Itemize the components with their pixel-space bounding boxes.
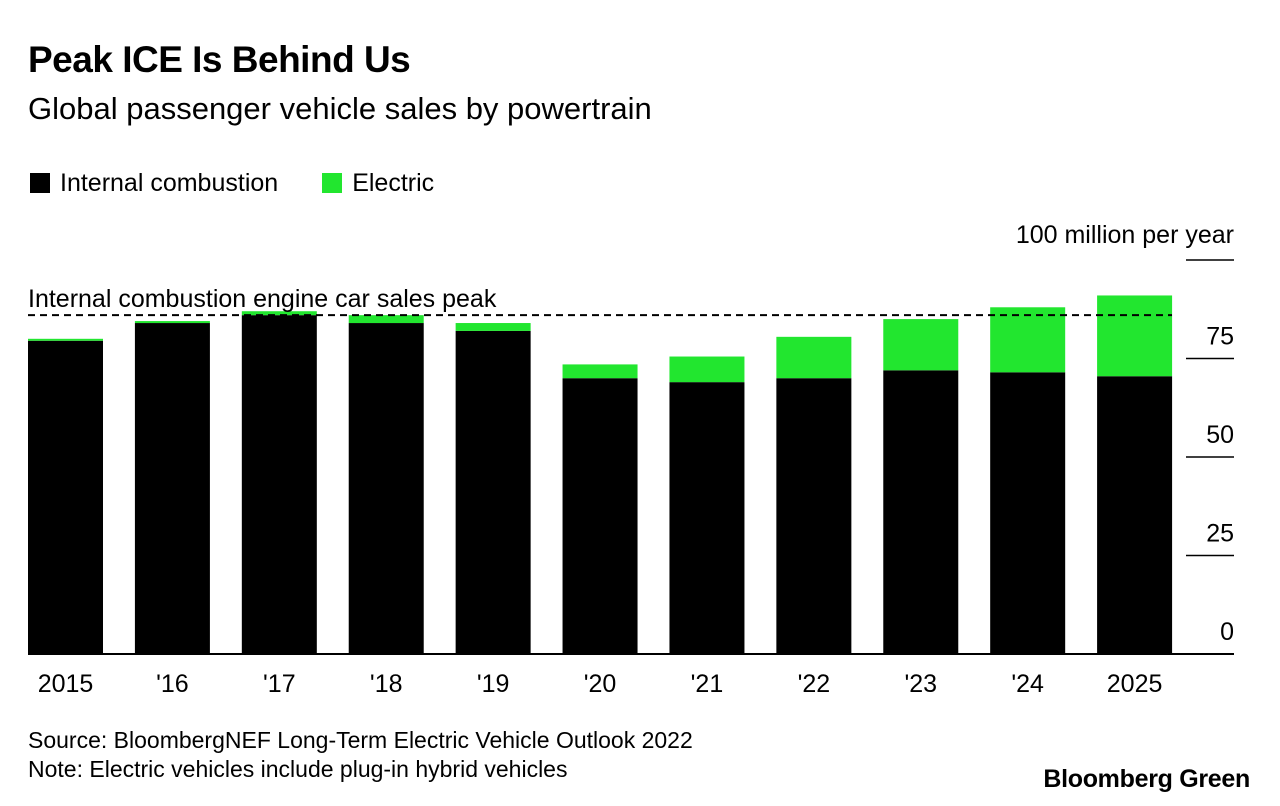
y-tick-label-25: 25	[1206, 520, 1234, 548]
bar-ice-2	[241, 315, 317, 654]
legend-label-internal-combustion: Internal combustion	[60, 169, 279, 197]
y-tick-label-0: 0	[1220, 618, 1234, 646]
bar-ice-8	[883, 370, 959, 654]
reference-line-label: Internal combustion engine car sales pea…	[28, 285, 497, 313]
y-tick-label-75: 75	[1206, 323, 1234, 351]
x-tick-label-1: '16	[156, 670, 189, 698]
legend-item-internal-combustion: Internal combustion	[30, 168, 278, 198]
bar-electric-7	[776, 336, 852, 379]
x-tick-label-7: '22	[798, 670, 831, 698]
bar-electric-0	[28, 338, 103, 341]
bar-ice-4	[455, 330, 531, 654]
x-tick-label-2: '17	[263, 670, 296, 698]
footer: Source: BloombergNEF Long-Term Electric …	[28, 726, 693, 784]
legend-swatch-internal-combustion	[30, 173, 50, 193]
source-note: Source: BloombergNEF Long-Term Electric …	[28, 727, 693, 753]
y-tick-label-50: 50	[1206, 421, 1234, 449]
reference-line-group: Internal combustion engine car sales pea…	[28, 285, 1172, 317]
bar-electric-6	[669, 356, 745, 383]
y-axis: 0 25 50 75 100 million per year	[1016, 221, 1234, 646]
bar-ice-10	[1097, 376, 1173, 654]
brand-logo: Bloomberg Green	[1043, 765, 1250, 793]
bar-ice-0	[28, 340, 103, 654]
x-tick-label-0: 2015	[38, 670, 94, 698]
x-tick-label-9: '24	[1011, 670, 1044, 698]
x-tick-label-10: 2025	[1107, 670, 1163, 698]
x-axis: 2015 '16 '17 '18 '19 '20 '21 '22 '23 '24 2025	[38, 670, 1163, 698]
bar-electric-1	[134, 321, 210, 324]
legend-label-electric: Electric	[352, 169, 435, 197]
bar-ice-1	[134, 323, 210, 654]
bar-ice-9	[990, 372, 1066, 654]
bar-electric-9	[990, 307, 1066, 373]
y-axis-unit-label: 100 million per year	[1016, 221, 1234, 249]
legend-item-electric: Electric	[322, 168, 434, 198]
chart-subtitle: Global passenger vehicle sales by powert…	[28, 91, 652, 126]
chart-title: Peak ICE Is Behind Us	[28, 39, 411, 80]
bar-ice-3	[348, 323, 424, 654]
bars	[28, 295, 1173, 654]
x-tick-label-8: '23	[904, 670, 937, 698]
bar-electric-5	[562, 364, 638, 379]
bar-ice-5	[562, 378, 638, 654]
footnote: Note: Electric vehicles include plug-in …	[28, 756, 568, 782]
legend-swatch-electric	[322, 173, 343, 193]
bar-electric-3	[348, 315, 424, 324]
x-tick-label-3: '18	[370, 670, 403, 698]
bar-electric-4	[455, 323, 531, 331]
bar-ice-6	[669, 382, 745, 654]
bar-electric-8	[883, 319, 959, 371]
x-tick-label-4: '19	[477, 670, 510, 698]
bar-electric-10	[1097, 295, 1173, 377]
legend: Internal combustion Electric	[30, 168, 478, 198]
x-tick-label-6: '21	[691, 670, 724, 698]
bar-electric-2	[241, 311, 317, 316]
bar-ice-7	[776, 378, 852, 654]
x-tick-label-5: '20	[584, 670, 617, 698]
